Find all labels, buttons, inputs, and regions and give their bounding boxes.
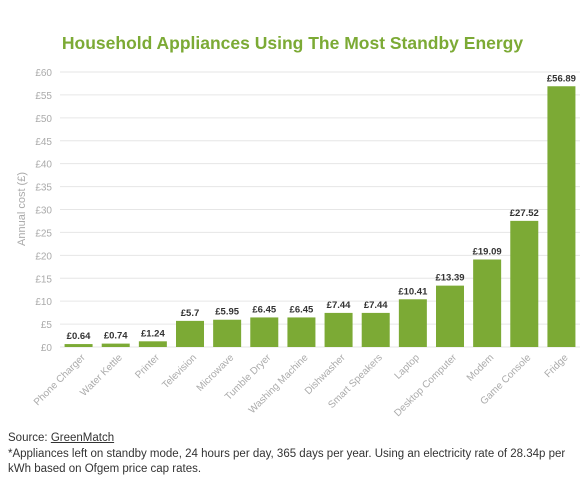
y-tick-label: £5 [41,320,53,331]
y-axis-label: Annual cost (£) [16,172,28,246]
bar [101,343,130,347]
data-label: £7.44 [364,300,388,311]
x-tick-label: Laptop [393,352,423,382]
data-label: £19.09 [473,247,502,258]
bar [361,312,390,347]
bar-chart: £0 £5 £10 £15 £20 £25 £30 £35 £40 £45 £50 £55 £60 An… [16,68,580,419]
bar [324,312,353,347]
chart-title: Household Appliances Using The Most Stan… [61,33,524,53]
source-link[interactable]: GreenMatch [50,432,115,444]
y-tick-label: £10 [35,297,52,308]
x-tick-label: Fridge [543,352,571,380]
x-tick-label: Desktop Computer [392,352,459,419]
bar [473,259,502,347]
y-axis-ticks: £0 £5 £10 £15 £20 £25 £30 £35 £40 £45 £50 £55 £60 [35,68,52,354]
data-label: £6.45 [290,304,314,315]
data-labels: £0.64 £0.74 £1.24 £5.7 £5.95 £6.45 £6.45 £7.44 £… [67,73,576,342]
data-label: £5.95 [215,307,239,318]
bar [138,341,167,347]
y-tick-label: £40 [35,160,52,171]
data-label: £1.24 [141,328,165,339]
source-line: Source: GreenMatch [8,432,114,444]
bar [250,317,279,347]
bar [436,285,464,347]
bar [510,220,539,347]
x-tick-label: Phone Charger [32,352,88,408]
y-tick-label: £0 [41,343,53,354]
bar [176,320,204,347]
y-tick-label: £35 [35,183,52,194]
x-tick-label: Printer [133,352,162,381]
x-tick-label: Modem [465,352,496,383]
y-tick-label: £55 [35,91,52,102]
y-tick-label: £25 [35,228,52,239]
data-label: £13.39 [435,273,464,284]
data-label: £5.7 [181,308,200,319]
y-tick-label: £45 [35,137,52,148]
bars [64,86,576,348]
y-tick-label: £15 [35,274,52,285]
source-prefix: Source: [8,432,51,444]
bar [398,299,427,347]
data-label: £0.74 [104,331,128,342]
data-label: £7.44 [327,300,351,311]
y-tick-label: £30 [35,206,52,217]
bar [213,319,242,347]
data-label: £0.64 [67,331,91,342]
x-tick-label: Television [160,352,199,391]
y-tick-label: £20 [35,251,52,262]
data-label: £56.89 [547,73,576,84]
data-label: £10.41 [398,286,428,297]
y-tick-label: £60 [35,68,52,79]
footnote: *Appliances left on standby mode, 24 hou… [8,448,566,475]
bar [287,317,316,347]
bar [547,86,576,348]
data-label: £6.45 [252,304,276,315]
y-tick-label: £50 [35,114,52,125]
gridlines [60,71,580,348]
data-label: £27.52 [510,208,539,219]
bar [64,344,93,347]
